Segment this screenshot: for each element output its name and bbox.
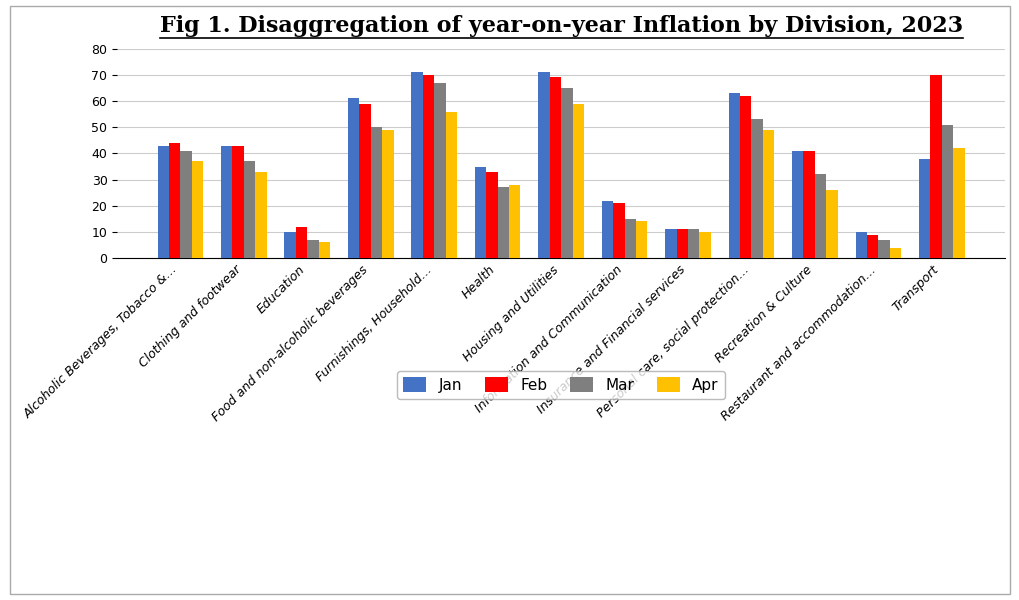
Bar — [688, 229, 699, 258]
Bar — [347, 98, 359, 258]
Bar — [486, 172, 497, 258]
Bar — [792, 151, 803, 258]
Bar — [422, 75, 434, 258]
Bar — [941, 125, 953, 258]
Bar — [751, 119, 762, 258]
Bar — [382, 130, 393, 258]
Bar — [192, 161, 203, 258]
Bar — [889, 248, 901, 258]
Bar — [221, 146, 232, 258]
Bar — [445, 112, 457, 258]
Bar — [307, 240, 318, 258]
Bar — [370, 127, 382, 258]
Bar — [157, 146, 169, 258]
Bar — [180, 151, 192, 258]
Bar — [601, 200, 612, 258]
Bar — [434, 83, 445, 258]
Bar — [284, 232, 296, 258]
Bar — [636, 221, 647, 258]
Bar — [918, 158, 929, 258]
Bar — [359, 104, 370, 258]
Title: Fig 1. Disaggregation of year-on-year Inflation by Division, 2023: Fig 1. Disaggregation of year-on-year In… — [159, 15, 962, 37]
Bar — [411, 72, 422, 258]
Bar — [728, 93, 740, 258]
Bar — [877, 240, 889, 258]
Bar — [475, 167, 486, 258]
Bar — [664, 229, 676, 258]
Bar — [560, 88, 572, 258]
Bar — [825, 190, 837, 258]
Bar — [953, 148, 964, 258]
Bar — [538, 72, 549, 258]
Bar — [572, 104, 583, 258]
Legend: Jan, Feb, Mar, Apr: Jan, Feb, Mar, Apr — [397, 371, 725, 399]
Bar — [624, 219, 636, 258]
Bar — [740, 96, 751, 258]
Bar — [296, 227, 307, 258]
Bar — [676, 229, 688, 258]
Bar — [929, 75, 941, 258]
Bar — [508, 185, 520, 258]
Bar — [244, 161, 255, 258]
Bar — [866, 235, 877, 258]
Bar — [497, 187, 508, 258]
Bar — [803, 151, 814, 258]
Bar — [318, 242, 330, 258]
Bar — [855, 232, 866, 258]
Bar — [814, 175, 825, 258]
Bar — [169, 143, 180, 258]
Bar — [699, 232, 710, 258]
Bar — [232, 146, 244, 258]
Bar — [255, 172, 266, 258]
Bar — [549, 77, 560, 258]
Bar — [762, 130, 773, 258]
Bar — [612, 203, 624, 258]
